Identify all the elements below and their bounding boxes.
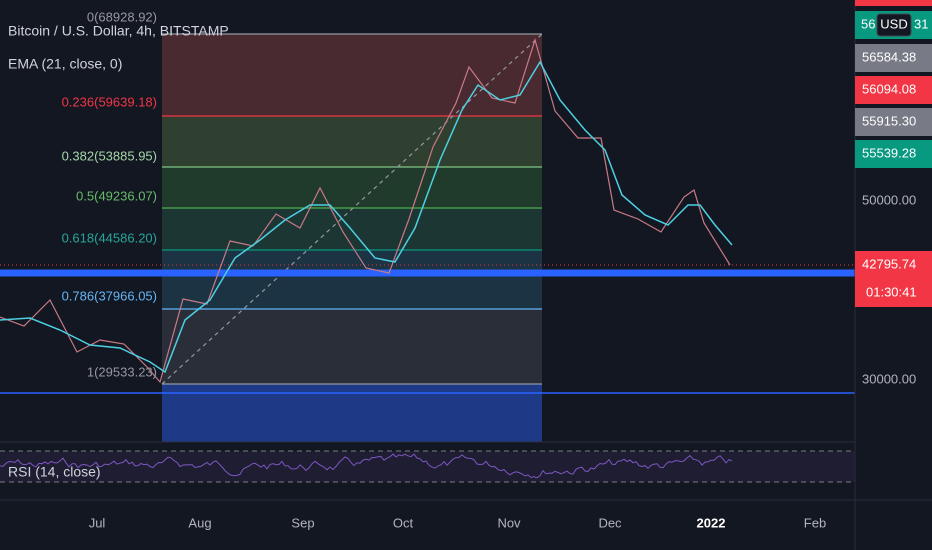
time-label: Feb (804, 515, 826, 530)
rsi-band (0, 451, 855, 482)
price-tag (855, 76, 932, 104)
indicator-label: EMA (21, close, 0) (8, 56, 122, 72)
price-tag-text: 55915.30 (862, 113, 916, 128)
price-label: 30000.00 (862, 371, 916, 386)
price-tag (855, 44, 932, 72)
time-label: Sep (291, 515, 314, 530)
time-axis: Jul Aug Sep Oct Nov Dec 2022 Feb (89, 515, 827, 530)
fib-labels: 0(68928.92) 0.236(59639.18) 0.382(53885.… (62, 9, 157, 379)
price-label: 50000.00 (862, 192, 916, 207)
fib-label: 0(68928.92) (87, 9, 157, 24)
fib-bands (162, 34, 542, 442)
price-tag-text: 55539.28 (862, 145, 916, 160)
fib-lines (161, 33, 543, 385)
symbol-title: Bitcoin / U.S. Dollar, 4h, BITSTAMP (8, 23, 229, 39)
price-line (0, 37, 731, 384)
fib-label: 0.236(59639.18) (62, 94, 157, 109)
time-label: Nov (497, 515, 521, 530)
time-label: Aug (188, 515, 211, 530)
time-label: Jul (89, 515, 106, 530)
fib-label: 0.5(49236.07) (76, 188, 157, 203)
price-tag (855, 140, 932, 168)
rsi-label: RSI (14, close) (8, 464, 101, 480)
price-tag-text: 56 (861, 16, 875, 31)
currency-button[interactable] (876, 13, 912, 37)
fib-label: 0.382(53885.95) (62, 148, 157, 163)
price-tag-text: 56094.08 (862, 81, 916, 96)
ema-line (0, 60, 733, 374)
currency-text[interactable]: USD (880, 16, 907, 31)
price-tag (855, 108, 932, 136)
fib-label: 0.618(44586.20) (62, 230, 157, 245)
price-tag-text: 56584.38 (862, 49, 916, 64)
time-label: Dec (598, 515, 622, 530)
rsi-line (0, 453, 733, 479)
fib-label: 0.786(37966.05) (62, 288, 157, 303)
countdown-text: 01:30:41 (866, 284, 917, 299)
last-price-tag (855, 251, 932, 307)
price-tag-text: 31 (914, 16, 928, 31)
time-label: 2022 (697, 515, 726, 530)
last-price-text: 42795.74 (862, 256, 916, 271)
price-tag (855, 0, 932, 6)
fib-label: 1(29533.23) (87, 364, 157, 379)
time-label: Oct (393, 515, 414, 530)
